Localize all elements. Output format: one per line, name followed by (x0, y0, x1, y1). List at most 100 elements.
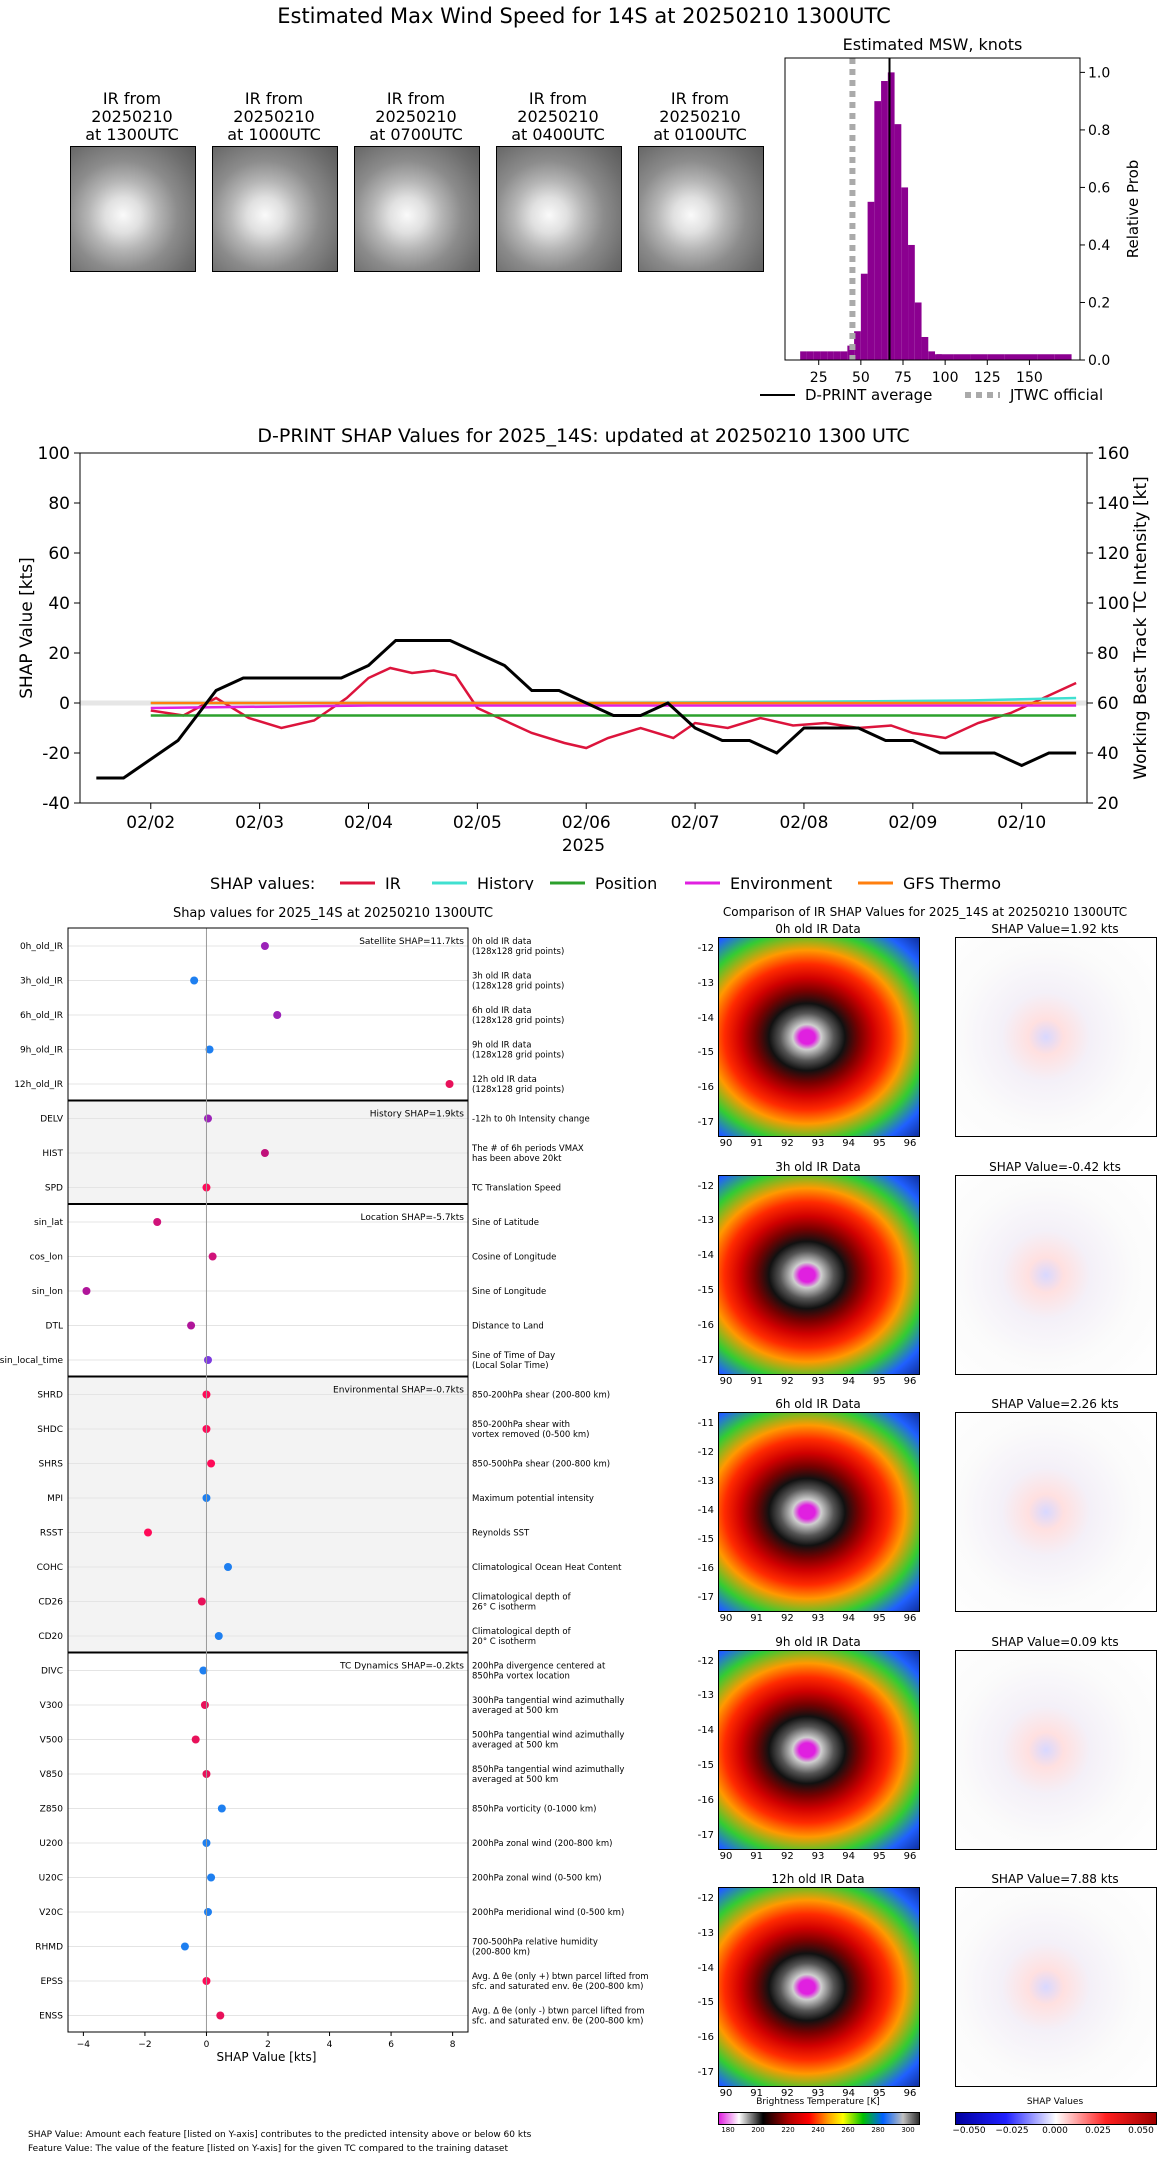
shap-values-colorbar (955, 2112, 1157, 2125)
feature-name: 3h_old_IR (20, 977, 63, 987)
ir-brightness-map (718, 1649, 920, 1850)
longitude-tick-label: 93 (811, 1613, 825, 1624)
latitude-tick-label: -16 (697, 1794, 714, 1806)
feature-shap-point (207, 1873, 216, 1882)
feature-shap-point (82, 1287, 91, 1295)
feature-description: Distance to Land (472, 1322, 544, 1332)
feature-description: Climatological depth of (472, 1593, 572, 1603)
brightness-temperature-colorbar (718, 2112, 920, 2125)
ir-panel-title: 0h old IR Data (775, 922, 861, 936)
x-tick-label: 75 (894, 370, 912, 386)
feature-description: Reynolds SST (472, 1529, 530, 1539)
feature-description: averaged at 500 km (472, 1775, 558, 1785)
longitude-tick-label: 94 (842, 2088, 856, 2099)
longitude-tick-label: 95 (872, 1850, 886, 1862)
feature-name: SHRS (39, 1460, 64, 1470)
latitude-tick-label: -16 (697, 1082, 714, 1094)
longitude-tick-label: 94 (842, 1375, 856, 1387)
feature-description: 300hPa tangential wind azimuthally (472, 1696, 624, 1706)
feature-name: CD26 (38, 1598, 63, 1608)
group-shap-label: Satellite SHAP=11.7kts (359, 937, 464, 947)
feature-description: 0h old IR data (472, 937, 531, 947)
histogram-bar (928, 351, 936, 360)
shap-panel-title: SHAP Value=-0.42 kts (989, 1159, 1121, 1174)
longitude-tick-label: 96 (903, 1375, 917, 1387)
legend-label: Environment (730, 874, 832, 890)
longitude-tick-label: 94 (842, 1613, 856, 1624)
longitude-tick-label: 92 (780, 1613, 794, 1624)
x-tick-label: 02/07 (671, 813, 720, 833)
histogram-bar (806, 351, 814, 360)
histogram-bar (881, 81, 888, 360)
bt-colorbar-title: Brightness Temperature [K] (756, 2097, 880, 2107)
histogram-bar (854, 331, 861, 360)
x-tick-label: −4 (77, 2040, 91, 2050)
feature-shap-point (445, 1080, 454, 1088)
histogram-bar (1054, 354, 1072, 360)
latitude-tick-label: -12 (697, 1447, 714, 1458)
feature-description: sfc. and saturated env. θe (200-800 km) (472, 2017, 644, 2027)
histogram-bar (908, 244, 915, 360)
feature-name: DIVC (41, 1667, 63, 1677)
feature-shap-point (216, 2011, 225, 2020)
feature-name: V850 (40, 1770, 64, 1780)
timeseries-title: D-PRINT SHAP Values for 2025_14S: update… (257, 425, 909, 447)
y2-tick-label: 120 (1097, 544, 1129, 564)
histogram-bar (840, 351, 848, 360)
longitude-tick-label: 92 (780, 1138, 794, 1149)
ir-brightness-map (718, 937, 920, 1137)
shap-colorbar-tick: 0.000 (1042, 2126, 1068, 2136)
latitude-tick-label: -12 (697, 1180, 714, 1192)
latitude-tick-label: -17 (697, 1117, 714, 1128)
latitude-tick-label: -15 (697, 1534, 714, 1545)
bt-colorbar-tick: 180 (721, 2126, 735, 2134)
y2-tick-label: 60 (1097, 694, 1119, 714)
y-tick-label: 0.0 (1088, 353, 1110, 369)
latitude-tick-label: -17 (697, 1354, 714, 1366)
histogram-bar (874, 101, 882, 361)
feature-description: Avg. Δ θe (only +) btwn parcel lifted fr… (472, 1972, 649, 1982)
group-shap-label: Location SHAP=-5.7kts (360, 1213, 464, 1223)
feature-description: 20° C isotherm (472, 1637, 536, 1647)
feature-description: The # of 6h periods VMAX (471, 1144, 584, 1154)
x-tick-label: 100 (932, 370, 959, 386)
ir-thumbnail-image (212, 146, 338, 272)
feature-description: 9h old IR data (472, 1041, 531, 1051)
longitude-tick-label: 94 (842, 1138, 856, 1149)
histogram-bar (860, 273, 868, 360)
latitude-tick-label: -17 (697, 1592, 714, 1603)
msw-histogram: Estimated MSW, knots 25 50 75 100 125 150 0.0 0.… (760, 35, 1142, 404)
shap-colorbar-tick: 0.025 (1085, 2126, 1111, 2136)
feature-name: 9h_old_IR (20, 1046, 63, 1056)
histogram-bar (867, 201, 875, 360)
feature-description: averaged at 500 km (472, 1706, 558, 1716)
feature-shap-point (204, 1356, 212, 1364)
page-title: Estimated Max Wind Speed for 14S at 2025… (277, 4, 891, 28)
longitude-tick-label: 90 (719, 1375, 733, 1387)
feature-shap-point (191, 1735, 200, 1744)
x-tick-label: 02/09 (888, 813, 937, 833)
histogram-bar (936, 354, 954, 360)
histogram-bar (820, 351, 828, 360)
feature-name: V20C (39, 1908, 63, 1918)
latitude-tick-label: -13 (697, 1690, 714, 1702)
feature-name: RHMD (35, 1943, 63, 1953)
ir-panel-title: 9h old IR Data (775, 1634, 861, 1649)
feature-description: Avg. Δ θe (only -) btwn parcel lifted fr… (472, 2007, 645, 2017)
feature-description: 200hPa zonal wind (200-800 km) (472, 1839, 612, 1849)
feature-description: 200hPa meridional wind (0-500 km) (472, 1908, 624, 1918)
feature-description: 6h old IR data (472, 1006, 531, 1016)
latitude-tick-label: -16 (697, 1563, 714, 1574)
feature-name: SHRD (37, 1391, 63, 1401)
y-tick-label: 20 (48, 644, 70, 664)
legend-label: GFS Thermo (903, 874, 1001, 890)
feature-name: SHDC (37, 1425, 63, 1435)
x-tick-label: 2 (265, 2040, 271, 2050)
ir-shap-map (955, 1649, 1157, 1850)
feature-name: DTL (46, 1322, 63, 1332)
shap-panel-title: SHAP Value=1.92 kts (991, 922, 1119, 936)
group-shap-label: History SHAP=1.9kts (370, 1110, 465, 1120)
timeseries-frame (79, 452, 1088, 804)
feature-description: (128x128 grid points) (472, 1085, 564, 1095)
feature-name: 0h_old_IR (20, 942, 63, 952)
